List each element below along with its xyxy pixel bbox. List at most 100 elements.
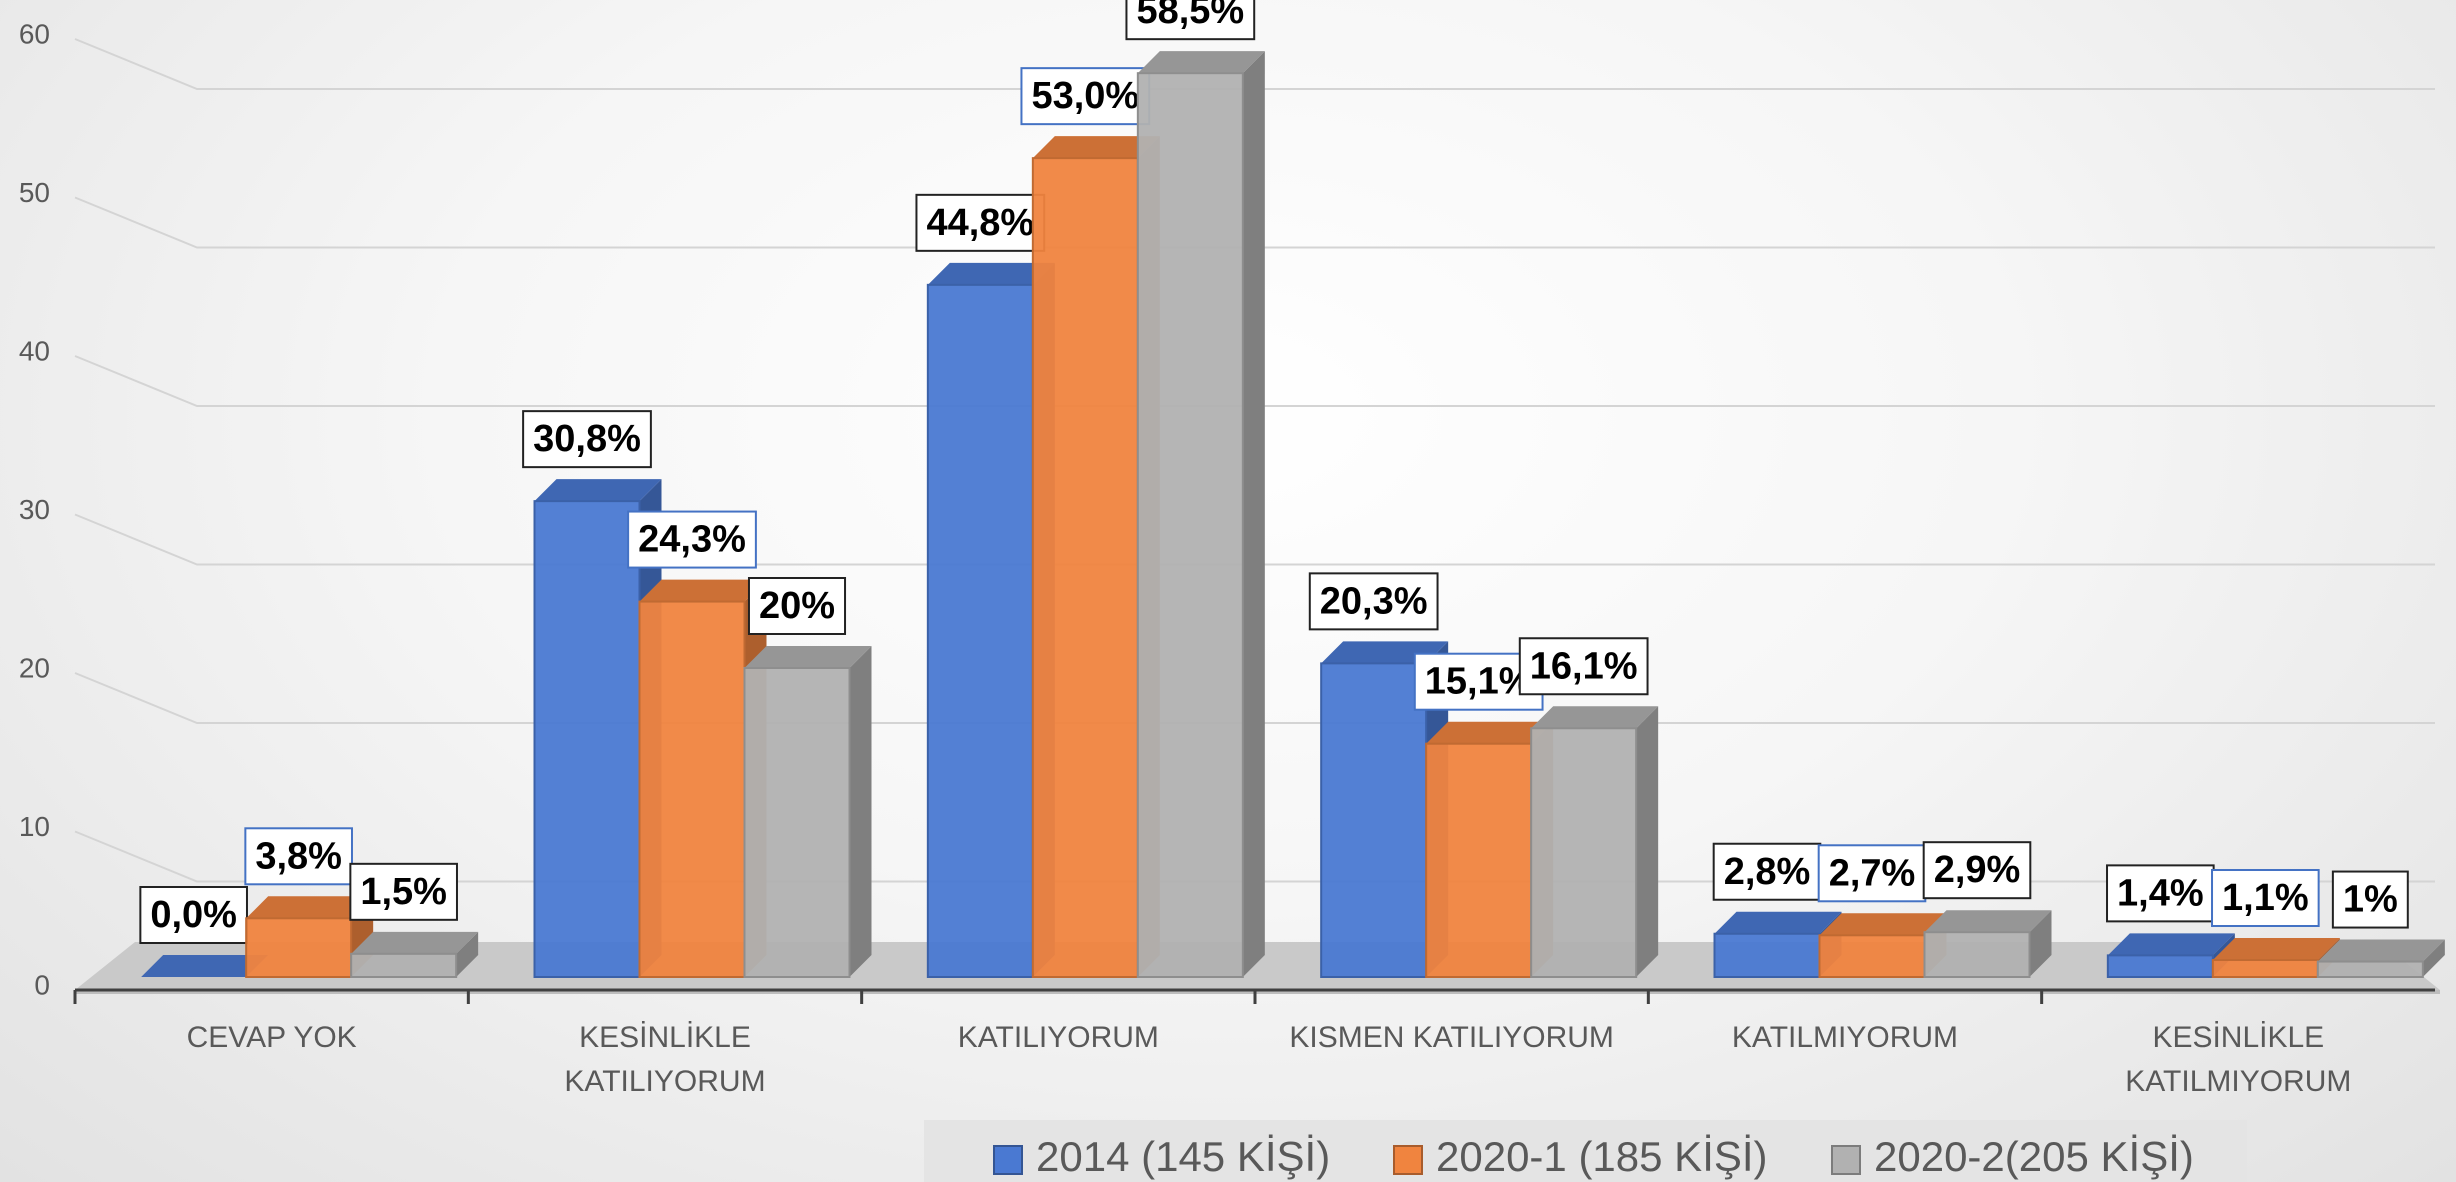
value-label-text: 24,3% bbox=[638, 519, 746, 561]
bar-side bbox=[456, 931, 479, 977]
value-label-box bbox=[139, 886, 248, 944]
value-label: 16,1% bbox=[1518, 637, 1649, 696]
value-label-text: 1,4% bbox=[2117, 872, 2204, 914]
bar-top bbox=[1531, 706, 1659, 729]
bar-top bbox=[1426, 721, 1554, 744]
bar-top bbox=[351, 931, 479, 954]
bar bbox=[926, 283, 1034, 978]
bar bbox=[2211, 959, 2319, 979]
value-label-box bbox=[349, 862, 458, 921]
y-tick-label: 50 bbox=[19, 177, 50, 208]
x-tick-label: KATILIYORUM bbox=[957, 1021, 1159, 1054]
value-label-text: 1,1% bbox=[2222, 877, 2309, 919]
bar-top bbox=[534, 479, 662, 502]
value-label-text: 20,3% bbox=[1320, 580, 1428, 622]
value-label-box bbox=[1020, 67, 1151, 126]
value-label-box bbox=[1817, 844, 1927, 903]
grid-line bbox=[74, 513, 2435, 566]
value-label: 1,4% bbox=[2106, 864, 2215, 923]
bar bbox=[1713, 932, 1821, 978]
value-label: 20% bbox=[747, 577, 847, 635]
bar bbox=[2316, 960, 2424, 978]
grid-line bbox=[74, 38, 2435, 90]
value-label: 30,8% bbox=[522, 410, 652, 469]
bar-top bbox=[141, 955, 269, 977]
legend-swatch bbox=[1831, 1145, 1861, 1175]
value-label: 24,3% bbox=[627, 510, 757, 569]
value-label-text: 0,0% bbox=[150, 894, 237, 936]
value-label: 53,0% bbox=[1020, 67, 1151, 126]
y-tick-label: 10 bbox=[19, 811, 50, 842]
value-label-text: 53,0% bbox=[1031, 75, 1139, 117]
bar-top bbox=[1714, 911, 1842, 934]
value-label-text: 2,8% bbox=[1724, 851, 1811, 893]
value-label-text: 30,8% bbox=[533, 418, 641, 460]
value-label-box bbox=[1922, 841, 2032, 900]
value-label: 2,9% bbox=[1922, 841, 2032, 900]
value-label: 1% bbox=[2331, 870, 2409, 929]
bar-top bbox=[1137, 51, 1265, 74]
value-label-text: 1% bbox=[2343, 879, 2398, 921]
bar bbox=[743, 667, 851, 978]
y-tick-label: 0 bbox=[34, 969, 50, 1000]
legend-label: 2014 (145 KİŞİ) bbox=[1036, 1133, 1330, 1180]
bar bbox=[1425, 742, 1533, 979]
y-tick-label: 60 bbox=[19, 18, 50, 49]
x-tick-label: KESİNLİKLE KATILMIYORUM bbox=[2125, 1021, 2352, 1098]
grid-line bbox=[74, 672, 2435, 724]
bar-top bbox=[639, 579, 767, 602]
value-label-box bbox=[1518, 637, 1649, 696]
value-label: 15,1% bbox=[1413, 652, 1544, 711]
value-label-box bbox=[2211, 869, 2320, 928]
legend-label: 2020-2(205 KİŞİ) bbox=[1874, 1133, 2194, 1180]
value-label-text: 44,8% bbox=[926, 202, 1034, 244]
y-tick-label: 40 bbox=[19, 335, 50, 366]
x-tick-label: KISMEN KATILIYORUM bbox=[1289, 1021, 1614, 1054]
bar bbox=[1923, 931, 2031, 979]
bar-top bbox=[744, 646, 872, 668]
x-tick-label: CEVAP YOK bbox=[186, 1021, 357, 1054]
bar-side bbox=[849, 646, 872, 977]
bar-top bbox=[1032, 136, 1160, 159]
x-tick-label: KESİNLİKLE KATILIYORUM bbox=[564, 1021, 766, 1098]
legend-swatch bbox=[993, 1145, 1023, 1175]
value-label-text: 15,1% bbox=[1425, 661, 1533, 703]
legend-label: 2020-1 (185 KİŞİ) bbox=[1436, 1133, 1768, 1180]
value-label-box bbox=[1125, 0, 1256, 41]
value-label-text: 2,7% bbox=[1829, 852, 1916, 894]
bar bbox=[1530, 727, 1638, 978]
value-label-text: 20% bbox=[759, 585, 835, 627]
value-label-box bbox=[2331, 870, 2409, 929]
bar-top bbox=[1924, 910, 2052, 933]
bar bbox=[533, 500, 641, 978]
value-label-text: 58,5% bbox=[1136, 0, 1244, 32]
bar bbox=[2106, 954, 2214, 978]
value-label-box bbox=[1712, 842, 1822, 901]
value-label-text: 3,8% bbox=[255, 835, 342, 877]
bar-side bbox=[2029, 910, 2052, 977]
value-label-text: 1,5% bbox=[360, 871, 447, 913]
y-tick-label: 20 bbox=[19, 652, 50, 683]
y-tick-label: 30 bbox=[19, 494, 50, 525]
bar bbox=[1320, 662, 1428, 978]
value-label-box bbox=[747, 577, 847, 635]
value-label: 1,1% bbox=[2211, 869, 2320, 928]
legend-swatch bbox=[1393, 1145, 1423, 1175]
bar-top bbox=[246, 896, 374, 919]
value-label: 0,0% bbox=[139, 886, 248, 944]
bar-top bbox=[1819, 913, 1947, 936]
value-label-box bbox=[1308, 572, 1439, 631]
bar-top bbox=[2317, 939, 2445, 962]
value-label-box bbox=[627, 510, 757, 569]
value-label-box bbox=[244, 827, 353, 886]
value-label-text: 16,1% bbox=[1530, 645, 1638, 687]
value-label-box bbox=[522, 410, 652, 469]
bar bbox=[245, 917, 353, 978]
grid-line bbox=[74, 830, 2435, 883]
grid-line bbox=[74, 196, 2435, 249]
value-label: 20,3% bbox=[1308, 572, 1439, 631]
legend-box bbox=[924, 1120, 2247, 1182]
bar bbox=[350, 952, 458, 979]
